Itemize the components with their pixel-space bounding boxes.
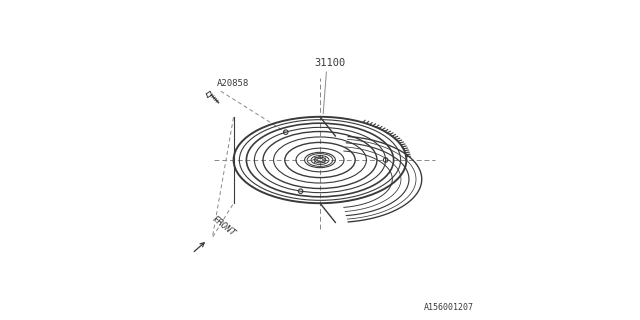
Text: 31100: 31100 — [314, 58, 345, 68]
Text: A20858: A20858 — [216, 79, 249, 88]
Text: FRONT: FRONT — [211, 215, 237, 238]
Text: A156001207: A156001207 — [424, 303, 474, 312]
